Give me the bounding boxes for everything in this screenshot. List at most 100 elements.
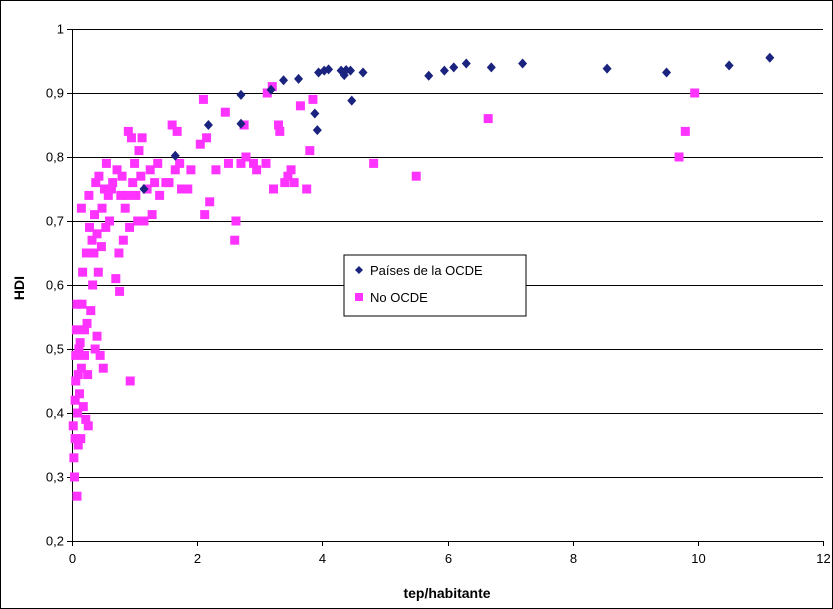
point-no-ocde (123, 126, 133, 136)
point-no-ocde (369, 158, 379, 168)
point-no-ocde (71, 350, 81, 360)
point-ocde (461, 58, 471, 69)
point-no-ocde (70, 395, 80, 405)
legend-label-no-ocde: No OCDE (370, 290, 428, 305)
point-ocde (236, 89, 246, 100)
point-no-ocde (70, 434, 80, 444)
y-tick-label: 0,5 (46, 342, 64, 357)
x-tick-label: 8 (570, 551, 577, 566)
point-no-ocde (71, 376, 81, 386)
y-tick-label: 0,2 (46, 534, 64, 549)
point-no-ocde (286, 165, 296, 175)
point-no-ocde (108, 178, 118, 188)
point-no-ocde (73, 370, 83, 380)
y-tick-label: 0,3 (46, 470, 64, 485)
x-tick-label: 0 (69, 551, 76, 566)
gridlines (72, 29, 823, 478)
point-no-ocde (118, 235, 128, 245)
point-no-ocde (231, 216, 241, 226)
point-no-ocde (114, 248, 124, 258)
legend-label-ocde: Países de la OCDE (370, 263, 483, 278)
legend-square-icon (355, 293, 363, 301)
x-tick-label: 10 (691, 551, 705, 566)
point-ocde (358, 67, 368, 78)
point-no-ocde (93, 267, 103, 277)
point-no-ocde (131, 190, 141, 200)
point-no-ocde (90, 344, 100, 354)
point-no-ocde (116, 190, 126, 200)
point-no-ocde (177, 184, 187, 194)
point-ocde (424, 70, 434, 81)
point-no-ocde (76, 203, 86, 213)
y-tick-label: 0,9 (46, 86, 64, 101)
point-no-ocde (155, 190, 165, 200)
point-no-ocde (128, 178, 138, 188)
point-no-ocde (115, 286, 125, 296)
point-ocde (486, 62, 496, 73)
point-no-ocde (92, 331, 102, 341)
point-no-ocde (183, 184, 193, 194)
point-no-ocde (87, 235, 97, 245)
point-no-ocde (86, 306, 96, 316)
point-no-ocde (690, 88, 700, 98)
point-ocde (236, 118, 246, 129)
point-no-ocde (186, 165, 196, 175)
point-no-ocde (98, 363, 108, 373)
legend[interactable]: Países de la OCDE No OCDE (343, 254, 527, 317)
point-no-ocde (167, 120, 177, 130)
point-no-ocde (200, 210, 210, 220)
point-no-ocde (78, 402, 88, 412)
data-points (68, 52, 775, 501)
point-no-ocde (75, 338, 85, 348)
x-tick-label: 2 (194, 551, 201, 566)
point-no-ocde (261, 158, 271, 168)
point-no-ocde (150, 178, 160, 188)
point-no-ocde (274, 120, 284, 130)
point-no-ocde (262, 88, 272, 98)
point-no-ocde (83, 421, 93, 431)
x-tick-label: 4 (319, 551, 326, 566)
point-no-ocde (170, 165, 180, 175)
point-no-ocde (91, 178, 101, 188)
point-no-ocde (73, 440, 83, 450)
y-axis-ticks: 0,2 0,3 0,4 0,5 0,6 0,7 0,8 0,9 1 (46, 22, 72, 549)
point-no-ocde (80, 350, 90, 360)
point-no-ocde (106, 184, 116, 194)
point-ocde (203, 120, 213, 130)
point-ocde (139, 184, 149, 194)
point-no-ocde (295, 101, 305, 111)
point-no-ocde (283, 171, 293, 181)
y-tick-label: 1 (57, 22, 64, 37)
point-ocde (294, 73, 304, 84)
point-no-ocde (80, 325, 90, 335)
y-tick-label: 0,8 (46, 150, 64, 165)
point-ocde (324, 64, 334, 75)
point-no-ocde (111, 274, 121, 284)
y-tick-label: 0,6 (46, 278, 64, 293)
point-no-ocde (136, 171, 146, 181)
point-no-ocde (674, 152, 684, 162)
point-ocde (170, 150, 180, 161)
point-no-ocde (70, 472, 80, 482)
point-no-ocde (101, 158, 111, 168)
x-tick-label: 12 (816, 551, 830, 566)
point-no-ocde (147, 210, 157, 220)
point-no-ocde (305, 146, 315, 156)
point-no-ocde (75, 389, 85, 399)
point-no-ocde (122, 190, 132, 200)
point-no-ocde (103, 190, 113, 200)
point-no-ocde (252, 165, 262, 175)
point-no-ocde (139, 216, 149, 226)
point-no-ocde (73, 408, 83, 418)
point-no-ocde (100, 184, 110, 194)
point-no-ocde (172, 126, 182, 136)
point-no-ocde (164, 178, 174, 188)
legend-box (343, 254, 527, 317)
point-ocde (312, 125, 322, 136)
point-no-ocde (88, 280, 98, 290)
point-ocde (439, 65, 449, 76)
point-no-ocde (105, 216, 115, 226)
point-no-ocde (125, 376, 135, 386)
point-no-ocde (76, 363, 86, 373)
point-no-ocde (96, 242, 106, 252)
